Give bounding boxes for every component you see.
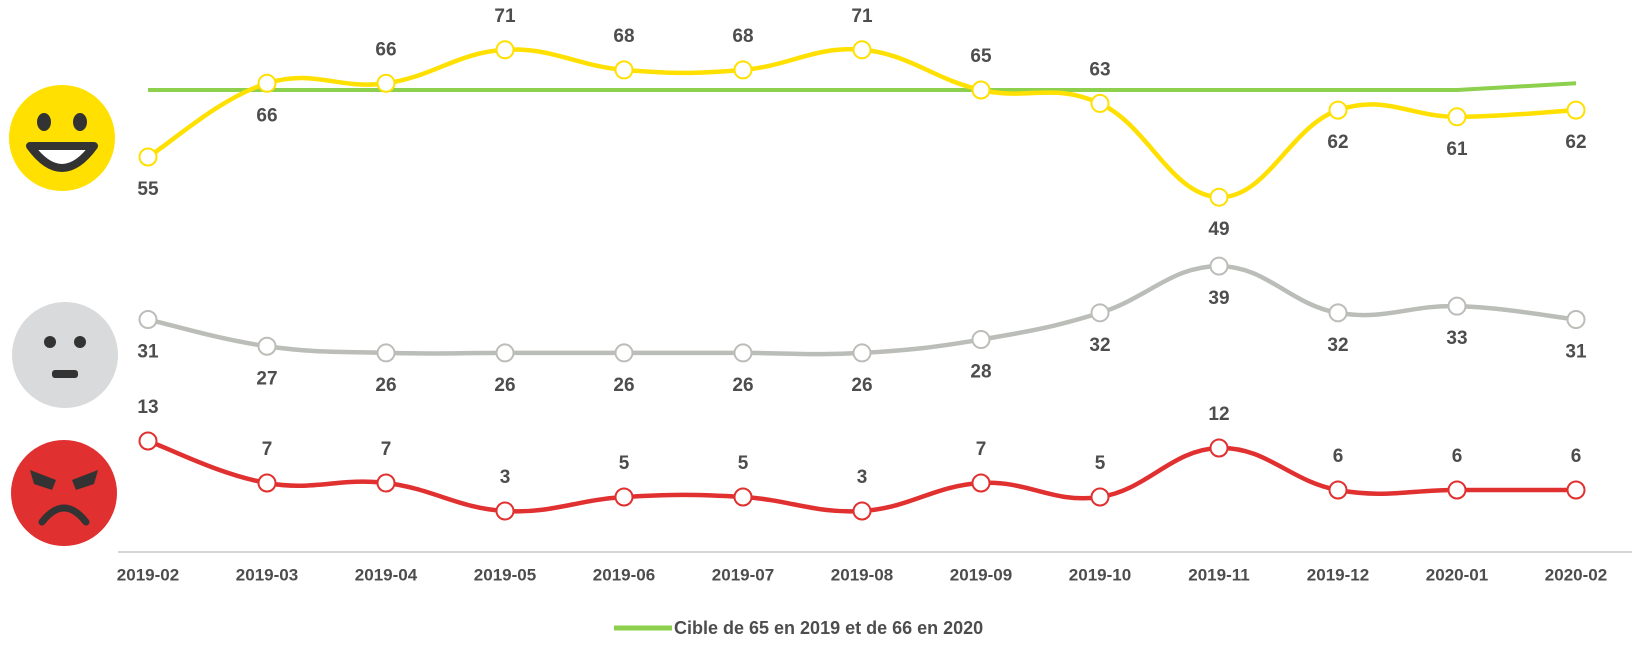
value-label: 3 — [857, 467, 868, 488]
value-label: 5 — [738, 453, 749, 474]
point — [495, 501, 515, 521]
value-label: 26 — [613, 375, 634, 396]
point — [257, 473, 277, 493]
value-label: 39 — [1208, 288, 1229, 309]
point — [1328, 100, 1348, 120]
point — [1328, 480, 1348, 500]
x-tick-label: 2019-10 — [1069, 565, 1131, 584]
value-label: 26 — [732, 375, 753, 396]
value-label: 68 — [613, 26, 634, 47]
point — [1328, 303, 1348, 323]
value-label: 31 — [137, 342, 159, 363]
value-label: 6 — [1452, 446, 1463, 467]
point — [138, 147, 158, 167]
point — [1447, 107, 1467, 127]
point — [376, 473, 396, 493]
x-tick-label: 2019-05 — [474, 565, 536, 584]
point — [733, 487, 753, 507]
point — [733, 60, 753, 80]
point — [495, 40, 515, 60]
x-tick-label: 2020-02 — [1545, 565, 1607, 584]
value-label: 49 — [1208, 219, 1229, 240]
value-label: 71 — [494, 6, 516, 27]
x-tick-label: 2019-12 — [1307, 565, 1369, 584]
value-label: 6 — [1333, 446, 1344, 467]
value-label: 55 — [137, 179, 159, 200]
value-label: 27 — [256, 368, 277, 389]
value-label: 31 — [1565, 342, 1587, 363]
value-label: 63 — [1089, 59, 1110, 80]
value-label: 32 — [1327, 335, 1348, 356]
point — [257, 73, 277, 93]
value-label: 61 — [1446, 139, 1468, 160]
value-label: 65 — [970, 46, 992, 67]
value-label: 68 — [732, 26, 753, 47]
point — [376, 73, 396, 93]
value-label: 26 — [494, 375, 515, 396]
point — [138, 310, 158, 330]
x-tick-label: 2019-02 — [117, 565, 179, 584]
point — [1090, 303, 1110, 323]
point — [1566, 310, 1586, 330]
point — [971, 80, 991, 100]
point — [1090, 487, 1110, 507]
x-tick-label: 2020-01 — [1426, 565, 1488, 584]
point — [376, 343, 396, 363]
point — [733, 343, 753, 363]
value-label: 33 — [1446, 328, 1467, 349]
value-label: 71 — [851, 6, 873, 27]
x-tick-label: 2019-07 — [712, 565, 774, 584]
value-label: 32 — [1089, 335, 1110, 356]
point — [852, 343, 872, 363]
point — [971, 473, 991, 493]
value-label: 3 — [500, 467, 511, 488]
point — [138, 431, 158, 451]
point — [1090, 93, 1110, 113]
value-label: 6 — [1571, 446, 1582, 467]
value-label: 7 — [381, 439, 392, 460]
series-line — [147, 263, 1577, 357]
value-label: 66 — [256, 105, 277, 126]
point — [852, 501, 872, 521]
value-label: 26 — [851, 375, 872, 396]
point — [1447, 480, 1467, 500]
legend-label: Cible de 65 en 2019 et de 66 en 2020 — [674, 618, 983, 638]
value-label: 66 — [375, 39, 396, 60]
point — [257, 336, 277, 356]
value-label: 7 — [262, 439, 273, 460]
x-tick-label: 2019-06 — [593, 565, 655, 584]
point — [1209, 256, 1229, 276]
point — [1447, 296, 1467, 316]
point — [614, 60, 634, 80]
value-label: 26 — [375, 375, 396, 396]
value-label: 62 — [1565, 132, 1586, 153]
point — [614, 343, 634, 363]
point — [971, 330, 991, 350]
value-label: 5 — [619, 453, 630, 474]
point — [495, 343, 515, 363]
value-label: 13 — [137, 397, 158, 418]
value-label: 12 — [1208, 404, 1229, 425]
happy-face — [9, 85, 115, 191]
value-label: 62 — [1327, 132, 1348, 153]
value-label: 28 — [970, 362, 991, 383]
point — [1566, 100, 1586, 120]
x-tick-label: 2019-11 — [1188, 565, 1249, 584]
point — [1209, 438, 1229, 458]
point — [1209, 187, 1229, 207]
x-tick-label: 2019-04 — [355, 565, 418, 584]
neutral-face — [12, 302, 118, 408]
point — [1566, 480, 1586, 500]
x-tick-label: 2019-09 — [950, 565, 1012, 584]
x-tick-label: 2019-03 — [236, 565, 298, 584]
point — [614, 487, 634, 507]
angry-face — [11, 440, 117, 546]
value-label: 5 — [1095, 453, 1106, 474]
value-label: 7 — [976, 439, 987, 460]
x-tick-label: 2019-08 — [831, 565, 893, 584]
point — [852, 40, 872, 60]
series-line — [146, 47, 1577, 200]
